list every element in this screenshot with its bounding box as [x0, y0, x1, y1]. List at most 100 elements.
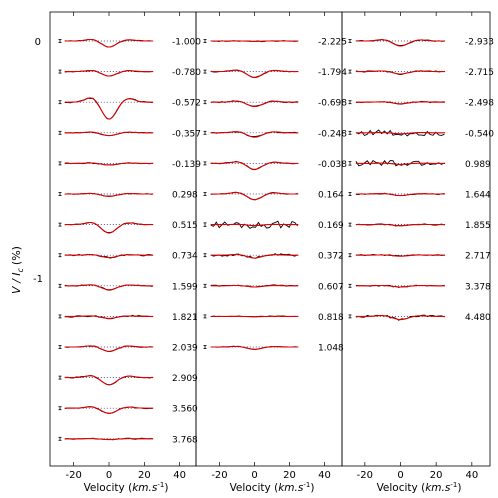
model-profile	[64, 38, 154, 48]
model-profile	[64, 375, 154, 386]
x-axis-label-main: Velocity	[377, 482, 422, 494]
x-tick-label: 0	[106, 470, 112, 481]
model-profile	[210, 345, 299, 350]
phase-label: -0.698	[318, 99, 347, 109]
model-profile	[210, 284, 299, 288]
phase-label: 0.164	[318, 191, 344, 201]
model-profile	[64, 438, 154, 441]
profile-row: -0.248	[203, 129, 347, 139]
model-profile	[64, 254, 154, 259]
y-tick-label-0: 0	[35, 37, 41, 48]
phase-label: -0.572	[172, 99, 201, 109]
y-axis-label-main: V / I	[10, 272, 23, 293]
x-axis-label: Velocity (km.s-1)	[84, 481, 169, 494]
phase-label: 3.560	[172, 405, 198, 415]
x-tick-label: -20	[65, 470, 81, 481]
profile-row: 1.821	[58, 313, 198, 323]
profile-row: -0.139	[58, 160, 201, 170]
x-axis-label-exponent: -1	[303, 481, 310, 489]
x-tick-label: 0	[251, 470, 257, 481]
model-profile	[355, 254, 446, 257]
phase-label: 0.515	[172, 221, 198, 231]
profile-row: 0.515	[58, 221, 198, 234]
model-profile	[355, 39, 446, 47]
profile-row: 4.480	[348, 313, 491, 323]
model-profile	[355, 284, 446, 288]
phase-label: -0.038	[318, 160, 347, 170]
phase-label: -2.715	[465, 68, 494, 78]
profile-row: 0.164	[203, 191, 344, 201]
x-axis-label-main: Velocity	[84, 482, 129, 494]
x-tick-label: 20	[283, 470, 296, 481]
x-axis-label-paren: (	[274, 482, 278, 494]
x-axis-label-exponent: -1	[157, 481, 164, 489]
x-tick-label: 40	[465, 470, 478, 481]
profile-row: 0.298	[58, 191, 198, 201]
observed-profile	[355, 129, 445, 137]
panel-frame	[341, 11, 491, 467]
panel-3: -20 0 20 40 -2.933 -2.715 -2.498 -0.540 0.989 1.6…	[341, 11, 494, 494]
model-profile	[210, 253, 299, 259]
x-tick-label: 40	[318, 470, 331, 481]
profile-row: -2.498	[348, 99, 494, 109]
x-axis-label-unit: km.s	[278, 482, 304, 494]
profile-row: 2.039	[58, 344, 198, 354]
phase-label: 1.048	[318, 344, 344, 354]
phase-label: -0.540	[465, 129, 494, 139]
y-axis-label-unit: (%)	[10, 246, 23, 265]
phase-label: -2.225	[318, 38, 347, 48]
phase-label: 2.909	[172, 374, 198, 384]
panels-group: -20 0 20 40 -1.000 -0.780 -0.572 -0.357 -0.139 0.…	[49, 11, 494, 494]
profile-row: -0.357	[58, 129, 201, 139]
profile-row: -0.038	[203, 160, 347, 171]
profile-row: 1.599	[58, 282, 198, 292]
profile-row: 0.607	[203, 282, 344, 292]
model-profile	[210, 100, 299, 108]
profile-row: 1.855	[348, 221, 491, 231]
model-profile	[64, 284, 154, 291]
model-profile	[64, 345, 154, 352]
phase-label: 0.372	[318, 252, 344, 262]
phase-label: 0.734	[172, 252, 198, 262]
x-axis-label-paren: )	[164, 482, 168, 494]
x-axis-label: Velocity (km.s-1)	[230, 481, 315, 494]
profile-row: 3.560	[58, 405, 198, 415]
phase-label: -0.357	[172, 129, 201, 139]
model-profile	[355, 315, 446, 321]
y-tick-label-minus-1: -1	[33, 274, 43, 285]
profile-row: 3.768	[58, 435, 198, 445]
model-profile	[355, 162, 446, 165]
x-axis-label-exponent: -1	[450, 481, 457, 489]
profile-row: 0.372	[203, 252, 344, 262]
phase-label: 0.169	[318, 221, 344, 231]
profile-row: -1.794	[203, 68, 347, 79]
profile-row: 0.734	[58, 252, 198, 262]
model-profile	[64, 97, 154, 120]
model-profile	[210, 192, 299, 201]
x-axis-label-unit: km.s	[425, 482, 451, 494]
model-profile	[355, 131, 446, 135]
x-axis-label-unit: km.s	[132, 482, 158, 494]
x-tick-label: -20	[357, 470, 373, 481]
phase-label: 1.821	[172, 313, 198, 323]
phase-label: -2.933	[465, 38, 494, 48]
phase-label: 4.480	[465, 313, 491, 323]
svg-text:V / Ic(%): V / Ic (%)	[10, 246, 25, 294]
profile-row: 1.048	[203, 344, 344, 354]
model-profile	[355, 101, 446, 105]
model-profile	[64, 131, 154, 137]
phase-label: 1.644	[465, 191, 491, 201]
profile-row: 0.989	[348, 160, 491, 170]
phase-label: 3.768	[172, 435, 198, 445]
model-profile	[355, 70, 446, 75]
model-profile	[64, 162, 154, 166]
phase-label: 0.607	[318, 282, 344, 292]
profile-row: 2.909	[58, 374, 198, 386]
model-profile	[64, 406, 154, 414]
x-tick-label: 20	[430, 470, 443, 481]
profile-row: 0.818	[203, 313, 344, 323]
phase-label: 0.989	[465, 160, 491, 170]
x-axis-label: Velocity (km.s-1)	[377, 481, 462, 494]
phase-label: -0.248	[318, 129, 347, 139]
profile-row: 2.717	[348, 252, 491, 262]
